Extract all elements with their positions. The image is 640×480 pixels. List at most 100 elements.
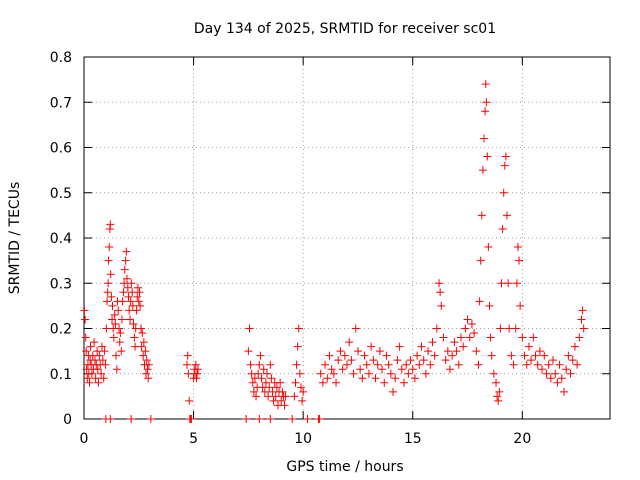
data-point [477, 211, 486, 220]
data-point [272, 383, 281, 392]
data-point [118, 297, 127, 306]
data-point [97, 342, 106, 351]
data-point [347, 356, 356, 365]
data-point [106, 270, 115, 279]
data-point [126, 315, 135, 324]
data-point [495, 387, 504, 396]
data-point [100, 347, 109, 356]
data-point [577, 315, 586, 324]
data-point [299, 387, 308, 396]
data-point [142, 356, 151, 365]
x-tick-label: 10 [294, 431, 312, 447]
data-point [103, 288, 112, 297]
data-point [129, 319, 138, 328]
data-point [303, 415, 312, 423]
data-point [437, 301, 446, 310]
data-point [367, 342, 376, 351]
data-point [141, 347, 150, 356]
data-point [546, 374, 555, 383]
x-tick-label: 0 [80, 431, 89, 447]
data-point [82, 365, 91, 374]
data-point [133, 283, 142, 292]
data-point [115, 324, 124, 333]
data-point [393, 356, 402, 365]
data-point [575, 333, 584, 342]
data-point [119, 288, 128, 297]
data-point [122, 247, 131, 256]
data-point [395, 342, 404, 351]
data-point [104, 279, 113, 288]
data-point [461, 324, 470, 333]
data-point [261, 378, 270, 387]
data-point [492, 378, 501, 387]
data-point [499, 188, 508, 197]
data-point [144, 374, 153, 383]
data-point [496, 324, 505, 333]
data-point [130, 333, 139, 342]
data-point [93, 365, 102, 374]
data-point [448, 351, 457, 360]
data-point [459, 342, 468, 351]
data-point [86, 342, 95, 351]
data-point [467, 319, 476, 328]
data-point [123, 283, 132, 292]
axis-ticks: 0 0.1 0.2 0.3 0.4 0.5 0.6 0.7 0.8 0 5 10 15 20 [50, 50, 610, 447]
data-point [126, 297, 135, 306]
data-point [415, 360, 424, 369]
data-point [516, 301, 525, 310]
data-point [397, 365, 406, 374]
data-point [566, 369, 575, 378]
data-point [542, 369, 551, 378]
data-point [501, 152, 510, 161]
data-point [452, 347, 461, 356]
y-tick-label: 0.7 [50, 95, 72, 111]
data-point [533, 360, 542, 369]
data-point [246, 360, 255, 369]
data-point [325, 351, 334, 360]
data-point [128, 301, 137, 310]
data-point [295, 369, 304, 378]
data-point [110, 310, 119, 319]
data-point [345, 338, 354, 347]
data-point [481, 80, 490, 89]
data-point [549, 356, 558, 365]
data-point [529, 333, 538, 342]
data-point [382, 351, 391, 360]
data-point [132, 306, 141, 315]
data-point [489, 369, 498, 378]
data-point [293, 342, 302, 351]
data-point [99, 374, 108, 383]
data-point [260, 387, 269, 396]
data-point [493, 392, 502, 401]
data-point [265, 383, 274, 392]
x-tick-label: 15 [404, 431, 422, 447]
data-point [511, 324, 520, 333]
data-point [424, 347, 433, 356]
data-point [296, 383, 305, 392]
data-point [87, 369, 96, 378]
data-point [104, 256, 113, 265]
data-point [109, 333, 118, 342]
data-point [127, 279, 136, 288]
data-point [408, 365, 417, 374]
data-point [544, 360, 553, 369]
data-point [111, 319, 120, 328]
y-tick-label: 0.8 [50, 50, 72, 66]
data-point [436, 288, 445, 297]
data-point [413, 351, 422, 360]
data-point [101, 360, 110, 369]
data-point [540, 351, 549, 360]
data-point [94, 378, 103, 387]
y-axis-label: SRMTID / TECUs [7, 182, 23, 295]
data-point [551, 369, 560, 378]
data-point [127, 415, 136, 423]
data-point [115, 338, 124, 347]
data-point [507, 351, 516, 360]
y-tick-label: 0.3 [50, 276, 72, 292]
data-point [112, 365, 121, 374]
data-point [380, 378, 389, 387]
chart-title: Day 134 of 2025, SRMTID for receiver sc0… [194, 21, 496, 37]
data-point [406, 356, 415, 365]
data-point [257, 374, 266, 383]
